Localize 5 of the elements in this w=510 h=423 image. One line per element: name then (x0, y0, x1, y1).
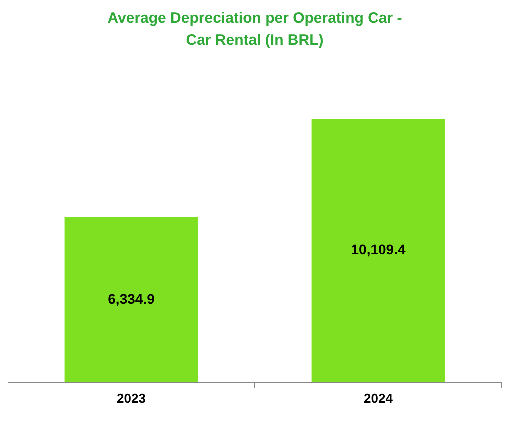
data-label: 6,334.9 (108, 290, 156, 307)
data-label: 10,109.4 (351, 242, 406, 258)
x-tick-label: 2023 (117, 390, 146, 406)
x-tick-label: 2024 (364, 390, 394, 406)
chart-title: Average Depreciation per Operating Car - Car Rental (In BRL) (106, 9, 404, 51)
